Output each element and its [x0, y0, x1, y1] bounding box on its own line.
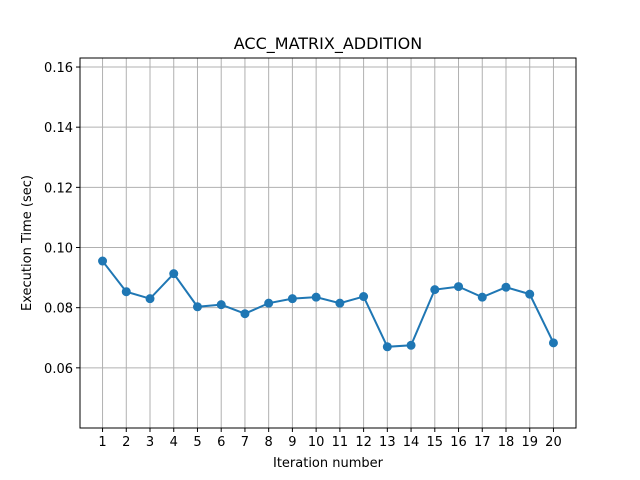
x-tick-label: 13 — [379, 435, 396, 450]
x-tick-label: 19 — [521, 435, 538, 450]
y-tick-label: 0.12 — [44, 181, 73, 196]
x-axis-label: Iteration number — [273, 456, 384, 471]
y-tick-label: 0.10 — [44, 242, 73, 257]
data-point — [406, 340, 416, 350]
data-point — [192, 302, 202, 312]
data-point — [477, 292, 487, 302]
data-point — [359, 292, 369, 302]
data-point — [98, 256, 108, 266]
y-tick-label: 0.06 — [44, 362, 73, 377]
y-tick-label: 0.14 — [44, 121, 73, 136]
x-tick-label: 11 — [332, 435, 349, 450]
axis-ticks: 1 2 3 4 5 6 7 8 9 10 11 12 13 14 15 16 17 18 19 200.060.080… — [44, 61, 562, 450]
x-tick-label: 2 — [122, 435, 130, 450]
data-point — [430, 285, 440, 295]
x-tick-label: 7 — [241, 435, 249, 450]
data-point — [382, 342, 392, 352]
x-tick-label: 1 — [98, 435, 106, 450]
x-tick-label: 12 — [355, 435, 372, 450]
x-tick-label: 6 — [217, 435, 225, 450]
y-tick-label: 0.08 — [44, 302, 73, 317]
x-tick-label: 10 — [308, 435, 325, 450]
x-tick-label: 14 — [403, 435, 420, 450]
x-tick-label: 4 — [170, 435, 178, 450]
data-point — [335, 298, 345, 308]
data-point — [169, 269, 179, 279]
grid-lines — [80, 58, 576, 428]
x-tick-label: 8 — [265, 435, 273, 450]
plot-frame — [79, 57, 577, 429]
x-tick-label: 5 — [193, 435, 201, 450]
x-tick-label: 18 — [498, 435, 515, 450]
data-point — [525, 289, 535, 299]
data-point — [501, 282, 511, 292]
x-tick-label: 16 — [450, 435, 467, 450]
x-tick-label: 15 — [427, 435, 444, 450]
x-tick-label: 3 — [146, 435, 154, 450]
data-point — [287, 294, 297, 304]
data-point — [311, 292, 321, 302]
chart-title: ACC_MATRIX_ADDITION — [234, 34, 422, 54]
series-layer — [98, 256, 558, 352]
data-point — [548, 338, 558, 348]
data-point — [454, 282, 464, 292]
y-axis-label: Execution Time (sec) — [20, 175, 35, 311]
x-tick-label: 17 — [474, 435, 491, 450]
data-point — [145, 294, 155, 304]
x-tick-label: 20 — [545, 435, 562, 450]
data-point — [121, 287, 131, 297]
y-tick-label: 0.16 — [44, 61, 73, 76]
data-point — [216, 300, 226, 310]
x-tick-label: 9 — [288, 435, 296, 450]
data-point — [264, 298, 274, 308]
data-point — [240, 309, 250, 319]
